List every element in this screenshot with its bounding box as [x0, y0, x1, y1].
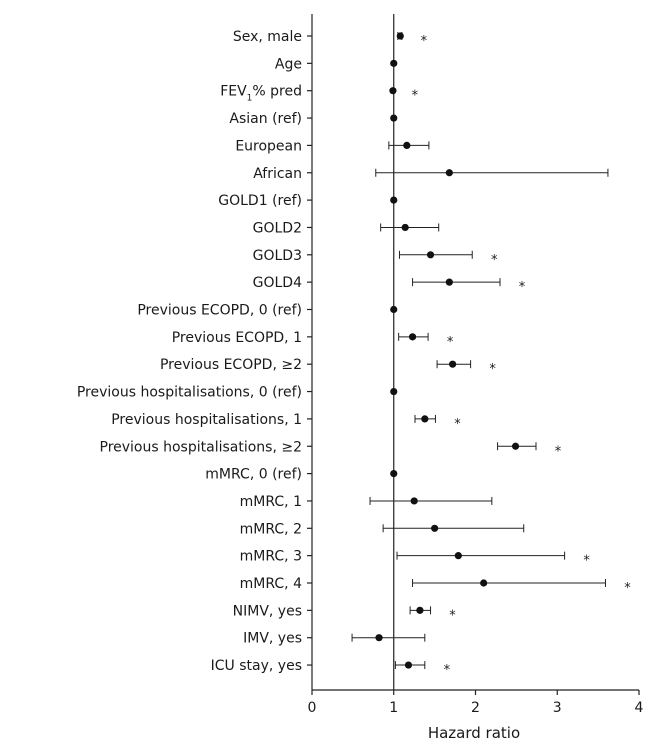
- x-axis-label: Hazard ratio: [428, 724, 520, 742]
- significance-marker: *: [454, 417, 461, 432]
- point-estimate: [390, 470, 398, 478]
- significance-marker: *: [447, 335, 454, 350]
- point-estimate: [449, 360, 457, 368]
- row-label: Previous ECOPD, 1: [172, 330, 302, 346]
- x-tick-label: 2: [471, 700, 480, 716]
- point-estimate: [375, 634, 383, 642]
- row-label: European: [235, 138, 302, 154]
- row-label: NIMV, yes: [233, 603, 302, 619]
- x-tick-label: 3: [553, 700, 562, 716]
- row-label: mMRC, 0 (ref): [205, 467, 302, 483]
- significance-marker: *: [583, 554, 590, 569]
- point-estimate: [390, 114, 398, 122]
- x-tick-label: 1: [389, 700, 398, 716]
- point-estimate: [396, 32, 404, 40]
- significance-marker: *: [489, 362, 496, 377]
- significance-marker: *: [624, 581, 631, 596]
- point-estimate: [404, 661, 413, 669]
- point-estimate: [390, 196, 398, 204]
- significance-marker: *: [449, 608, 456, 623]
- row-label: ICU stay, yes: [211, 658, 302, 674]
- point-estimate: [403, 141, 411, 149]
- x-tick-label: 0: [308, 700, 317, 716]
- point-estimate: [445, 278, 453, 286]
- row-label: mMRC, 4: [240, 576, 302, 592]
- row-label: Previous ECOPD, 0 (ref): [137, 303, 302, 319]
- significance-marker: *: [412, 89, 419, 104]
- row-label: GOLD3: [253, 248, 302, 264]
- point-estimate: [390, 387, 398, 396]
- row-label: Previous hospitalisations, 1: [111, 412, 302, 428]
- point-estimate: [401, 223, 409, 232]
- row-label: GOLD2: [253, 220, 302, 236]
- point-estimate: [389, 87, 397, 95]
- row-label: GOLD1 (ref): [218, 193, 302, 209]
- row-label: FEV1% pred: [220, 84, 302, 104]
- significance-marker: *: [444, 663, 451, 678]
- significance-marker: *: [519, 280, 526, 295]
- significance-marker: *: [421, 34, 428, 49]
- row-label: Asian (ref): [229, 111, 302, 127]
- x-axis: 0 1 2 3 4: [307, 14, 644, 716]
- row-label: African: [253, 166, 302, 182]
- point-estimate: [426, 251, 435, 259]
- point-estimate: [390, 59, 398, 67]
- significance-marker: *: [491, 253, 498, 268]
- point-estimate: [445, 169, 453, 177]
- point-estimate: [421, 415, 429, 423]
- x-tick-label: 4: [635, 700, 644, 716]
- point-estimate: [511, 442, 520, 450]
- point-estimate: [431, 524, 439, 532]
- point-estimate: [408, 333, 417, 341]
- point-estimate: [416, 606, 424, 614]
- significance-marker: *: [555, 444, 562, 459]
- point-estimate: [390, 305, 398, 314]
- row-label: Previous hospitalisations, ≥2: [100, 439, 303, 455]
- point-estimate: [480, 579, 488, 587]
- row-label: mMRC, 2: [240, 521, 302, 537]
- row-label: Previous ECOPD, ≥2: [160, 357, 302, 373]
- row-label: Age: [275, 56, 302, 72]
- row-label: IMV, yes: [243, 631, 302, 647]
- point-estimate: [454, 552, 462, 560]
- row-label: Previous hospitalisations, 0 (ref): [77, 385, 302, 401]
- point-estimate: [410, 497, 418, 505]
- row-label: mMRC, 1: [240, 494, 302, 510]
- row-label: mMRC, 3: [240, 549, 302, 565]
- row-label: Sex, male: [233, 29, 302, 45]
- row-label: GOLD4: [253, 275, 302, 291]
- rows-layer: Sex, male * Age FEV1% pred * Asian (ref) Europ…: [77, 29, 631, 678]
